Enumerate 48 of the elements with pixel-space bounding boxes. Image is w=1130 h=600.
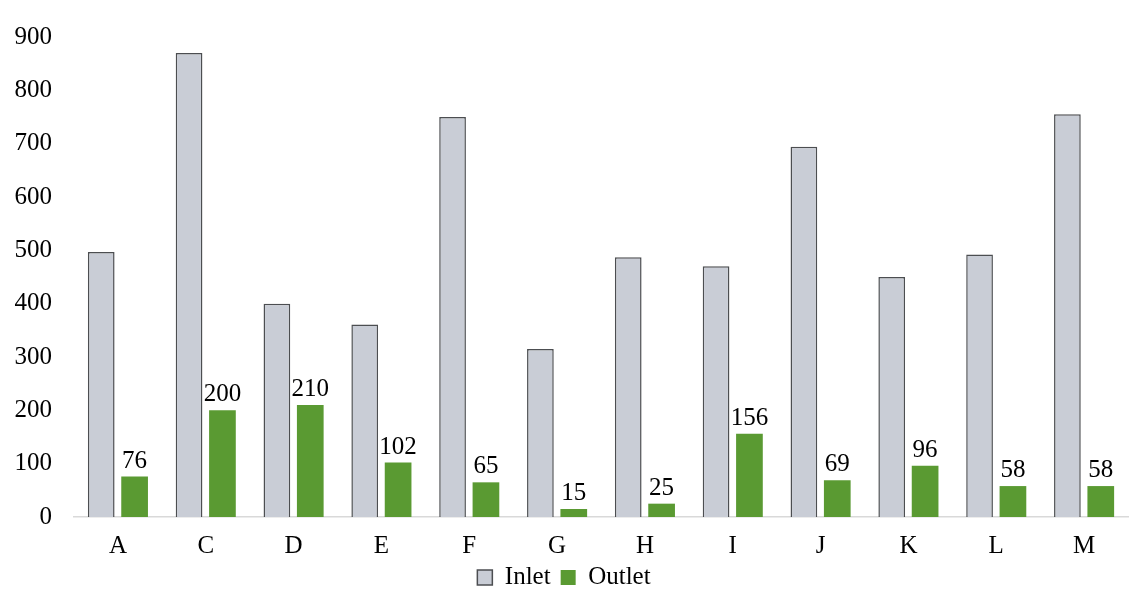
- data-label: 58: [1088, 455, 1114, 483]
- data-label: 15: [561, 478, 587, 506]
- data-label: 200: [203, 379, 242, 407]
- data-label: 25: [649, 472, 675, 500]
- bar: [384, 462, 412, 517]
- y-tick-label: 800: [14, 74, 52, 102]
- y-tick-label: 100: [14, 448, 52, 476]
- x-tick-label: H: [635, 530, 654, 558]
- y-tick-label: 200: [14, 394, 52, 422]
- x-tick-label: K: [899, 530, 918, 558]
- x-tick-label: G: [548, 530, 567, 558]
- legend-label: Inlet: [504, 562, 551, 590]
- data-label: 102: [379, 431, 417, 459]
- x-tick-label: E: [373, 530, 390, 558]
- x-tick-label: D: [284, 530, 303, 558]
- data-label: 69: [824, 449, 850, 477]
- bar: [296, 405, 324, 517]
- x-tick-label: J: [815, 530, 826, 558]
- x-tick-label: I: [728, 530, 737, 558]
- y-tick-label: 600: [14, 181, 52, 209]
- bar: [648, 503, 675, 517]
- bar: [823, 480, 851, 517]
- bar: [999, 486, 1027, 517]
- legend-label: Outlet: [588, 562, 651, 590]
- y-tick-label: 500: [14, 234, 52, 262]
- x-tick-label: A: [108, 530, 127, 558]
- data-label: 156: [730, 402, 769, 430]
- y-tick-label: 400: [14, 288, 52, 316]
- bar: [121, 476, 148, 517]
- x-tick-label: M: [1072, 530, 1096, 558]
- bar: [209, 410, 236, 517]
- data-label: 210: [291, 374, 330, 402]
- data-label: 58: [1000, 455, 1026, 483]
- x-tick-label: F: [462, 530, 477, 558]
- y-tick-label: 0: [39, 501, 52, 529]
- data-label: 65: [473, 451, 499, 479]
- y-tick-label: 300: [14, 341, 52, 369]
- bar: [1087, 486, 1115, 517]
- data-label: 96: [912, 434, 938, 462]
- bar: [911, 465, 939, 517]
- y-tick-label: 700: [14, 128, 52, 156]
- x-tick-label: L: [988, 530, 1004, 558]
- data-label: 76: [122, 445, 148, 473]
- bar: [736, 433, 763, 517]
- y-tick-label: 900: [14, 21, 52, 49]
- bar: [472, 482, 500, 517]
- bar: [560, 509, 588, 517]
- x-tick-label: C: [197, 530, 215, 558]
